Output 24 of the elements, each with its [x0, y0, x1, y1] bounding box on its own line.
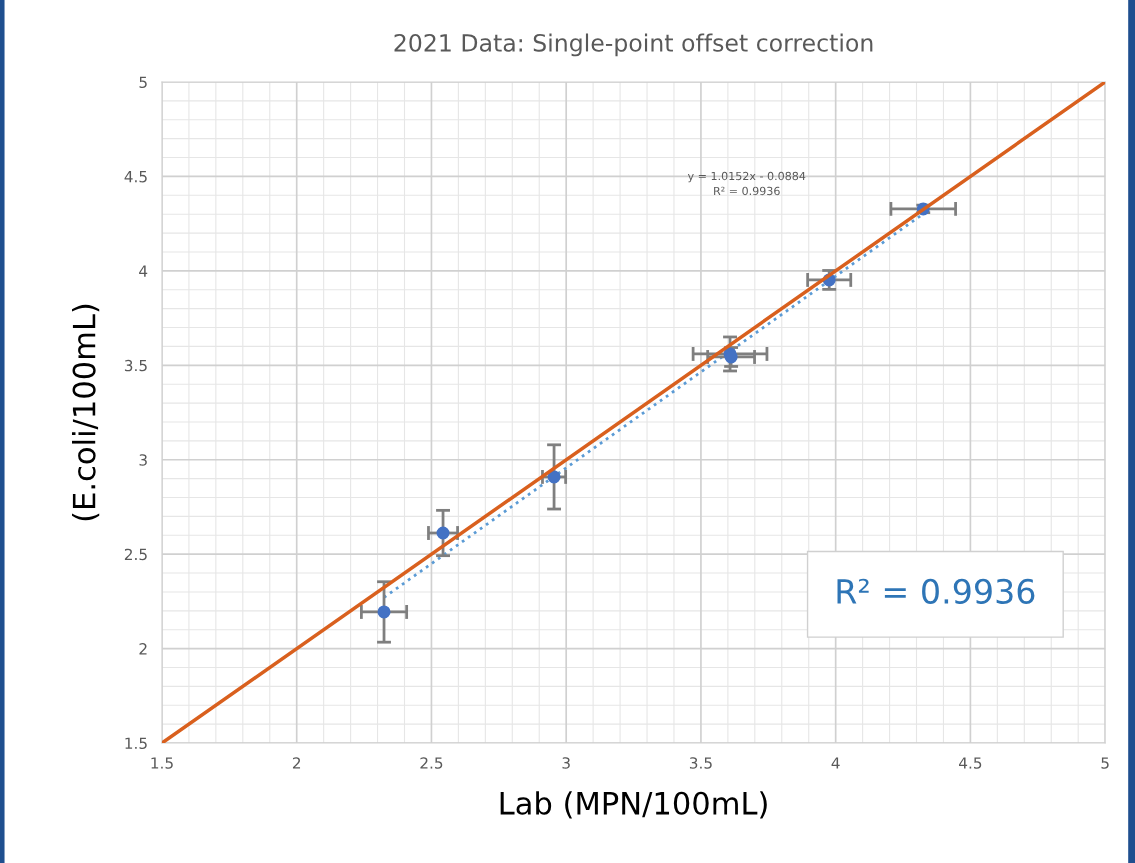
x-tick-label: 4: [831, 757, 840, 769]
y-tick-label: 2: [139, 643, 147, 655]
x-tick-label: 2.5: [420, 757, 443, 769]
x-axis-title: Lab (MPN/100mL): [500, 791, 767, 819]
x-tick-label: 4.5: [959, 757, 982, 769]
y-tick-label: 4: [139, 265, 148, 277]
y-axis-title: (E.coli/100mL): [71, 304, 100, 521]
point: [377, 605, 391, 619]
x-tick-label: 2: [292, 757, 301, 769]
x-tick-label: 3: [562, 757, 570, 769]
y-tick-label: 3: [139, 454, 147, 466]
x-tick-label: 1.5: [151, 757, 173, 769]
annotation: R² = 0.9936: [837, 578, 1035, 604]
y-tick-label: 1.5: [125, 737, 147, 750]
chart-title: 2021 Data: Single-point offset correction: [394, 33, 873, 57]
x-tick-label: 5: [1101, 757, 1109, 769]
point: [547, 470, 561, 484]
y-tick-label: 5: [139, 76, 147, 89]
y-tick-label: 2.5: [124, 548, 147, 561]
x-tick-label: 3.5: [689, 757, 712, 769]
annotation: y = 1.0152x - 0.0884 R² = 0.9936: [687, 171, 806, 196]
y-tick-label: 4.5: [124, 171, 147, 183]
y-tick-label: 3.5: [124, 359, 147, 372]
point: [436, 526, 450, 540]
